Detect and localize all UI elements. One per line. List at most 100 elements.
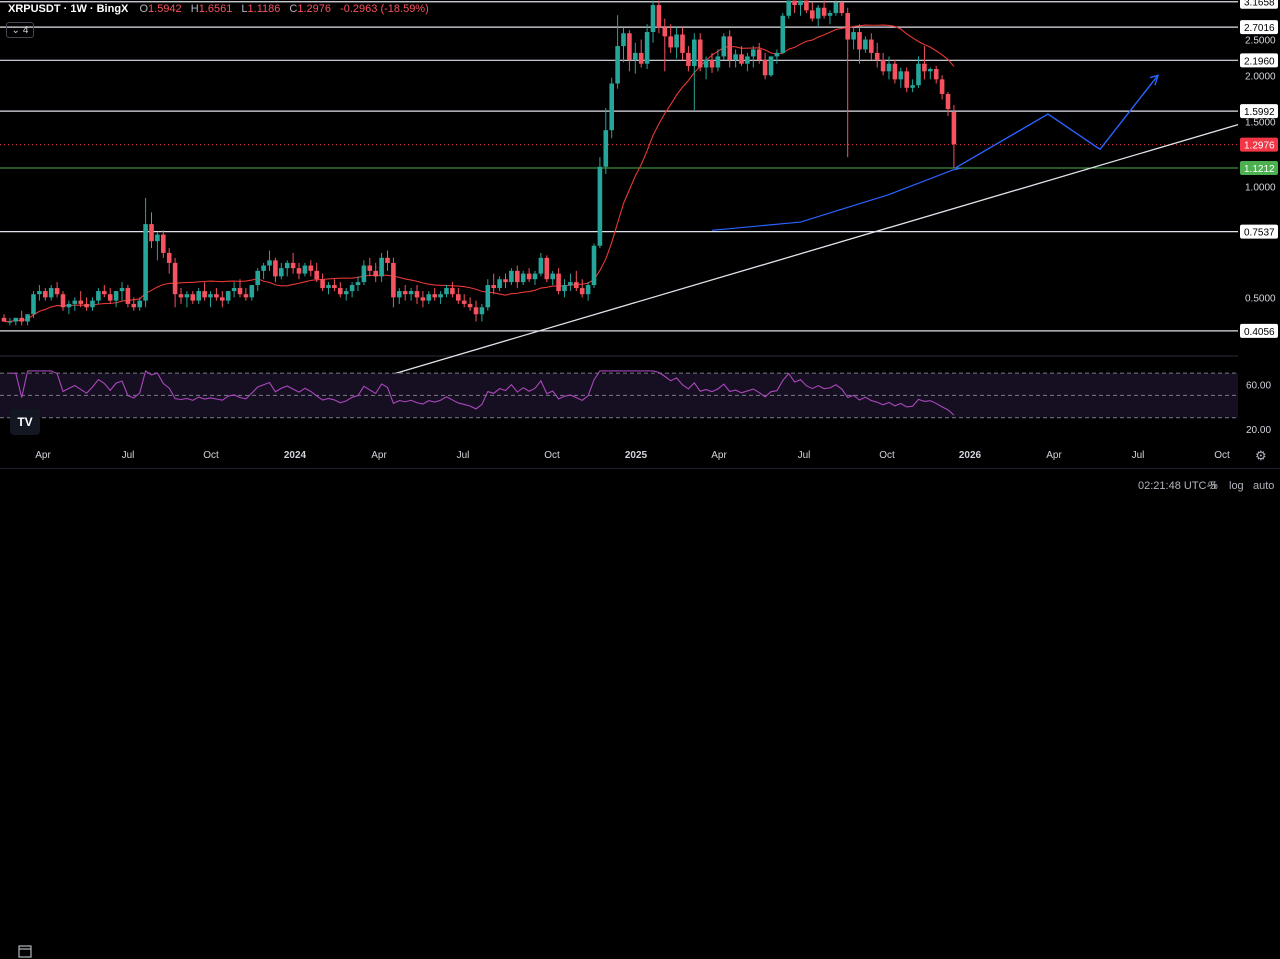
candle-body [279, 268, 284, 277]
candle-body [155, 234, 160, 242]
candle-body [650, 5, 656, 33]
rsi-tick-label: 60.00 [1246, 380, 1271, 391]
candle-body [190, 294, 196, 301]
trendlines[interactable] [393, 74, 1239, 375]
candle-body [851, 32, 856, 40]
candle-body [520, 273, 526, 283]
candle-body [928, 69, 933, 72]
candle-body [385, 257, 390, 263]
high-value: 1.6561 [198, 3, 233, 15]
time-tick-label: Oct [1214, 450, 1230, 461]
candle-body [402, 291, 408, 295]
candle-body [827, 13, 833, 16]
bottom-toolbar: 02:21:48 UTC-5 % log auto [0, 468, 1280, 958]
candle-body [214, 294, 219, 298]
candle-body [1, 317, 7, 322]
auto-toggle[interactable]: auto [1253, 480, 1275, 492]
level-price-label: 3.1658 [1244, 0, 1275, 9]
clock-display[interactable]: 02:21:48 UTC-5 [1138, 480, 1217, 492]
indicators-toggle[interactable]: ⌄ 4 [6, 22, 34, 38]
candle-body [7, 321, 13, 323]
blue-trend-curve [711, 167, 963, 231]
time-tick-label: Oct [544, 450, 560, 461]
candle-body [544, 257, 550, 280]
candle-body [13, 317, 19, 322]
candle-body [839, 2, 845, 14]
level-price-tag [1240, 20, 1278, 35]
time-axis[interactable]: Apr Jul Oct 2024 Apr Jul Oct 2025 Apr Jul Oct 2026 A… [35, 450, 1230, 461]
rsi-tick-label: 20.00 [1246, 425, 1271, 436]
change-value: -0.2963 (-18.59%) [340, 3, 429, 15]
candle-body [249, 285, 255, 298]
candle-body [137, 300, 142, 308]
candle-body [603, 130, 609, 167]
candle-body [290, 262, 296, 269]
support-price-tag [1240, 161, 1278, 176]
candle-body [762, 60, 768, 76]
candle-body [709, 60, 715, 68]
candle-body [904, 71, 909, 88]
candle-body [220, 297, 225, 301]
projection-arrowhead [1149, 74, 1160, 86]
candle-body [644, 32, 650, 64]
candle-body [107, 294, 113, 301]
candle-body [426, 294, 432, 301]
percent-toggle[interactable]: % [1208, 480, 1218, 492]
candle-body [857, 32, 862, 50]
candle-body [43, 291, 48, 298]
candle-body [432, 294, 437, 298]
level-price-label: 1.5992 [1244, 107, 1275, 118]
candle-body [78, 300, 83, 304]
candle-body [815, 7, 821, 19]
candle-body [662, 27, 668, 37]
calendar-icon[interactable] [17, 943, 33, 959]
candle-body [579, 288, 585, 295]
candle-body [892, 63, 898, 80]
candle-body [349, 285, 355, 292]
candle-body [703, 60, 709, 68]
candle-body [414, 291, 420, 298]
gear-icon[interactable]: ⚙ [1255, 448, 1267, 463]
price-axis[interactable]: 2.5000 2.0000 1.5000 1.0000 0.5000 3.1658 2.70… [1238, 0, 1280, 440]
candle-body [798, 0, 803, 6]
candle-body [768, 56, 774, 76]
candle-body [751, 49, 756, 57]
candle-body [562, 285, 567, 292]
candle-body [810, 10, 815, 19]
candle-body [267, 260, 272, 266]
candle-body [568, 282, 573, 286]
candle-body [473, 307, 479, 315]
price-tick-label: 2.5000 [1245, 36, 1276, 47]
candle-body [60, 294, 66, 308]
log-toggle[interactable]: log [1229, 480, 1244, 492]
candle-body [308, 265, 314, 271]
candle-body [450, 288, 455, 295]
candle-body [361, 265, 367, 283]
level-price-label: 2.1960 [1244, 56, 1275, 67]
candle-body [910, 85, 915, 88]
price-chart[interactable]: 2.5000 2.0000 1.5000 1.0000 0.5000 3.1658 2.70… [0, 0, 1280, 502]
candle-body [408, 291, 414, 295]
candle-body [898, 71, 904, 80]
moving-average [4, 24, 955, 323]
price-tick-label: 2.0000 [1245, 71, 1276, 82]
high-label: H [190, 3, 199, 15]
horizontal-levels[interactable] [0, 1, 1238, 332]
candle-body [951, 112, 957, 145]
time-tick-label: Oct [203, 450, 219, 461]
level-price-label: 2.7016 [1244, 23, 1275, 34]
indicator-count: 4 [22, 24, 29, 36]
candle-body [90, 300, 95, 308]
candle-body [591, 245, 597, 286]
candle-body [633, 52, 638, 61]
time-tick-label: Jul [122, 450, 135, 461]
time-tick-label: Jul [798, 450, 811, 461]
time-tick-label: 2024 [284, 450, 307, 461]
symbol-title[interactable]: XRPUSDT · 1W · BingX [8, 3, 129, 15]
candle-body [72, 300, 78, 304]
candle-body [113, 291, 119, 301]
candle-body [338, 288, 343, 295]
candle-body [237, 288, 243, 295]
candle-body [102, 291, 107, 295]
candle-body [166, 252, 172, 263]
